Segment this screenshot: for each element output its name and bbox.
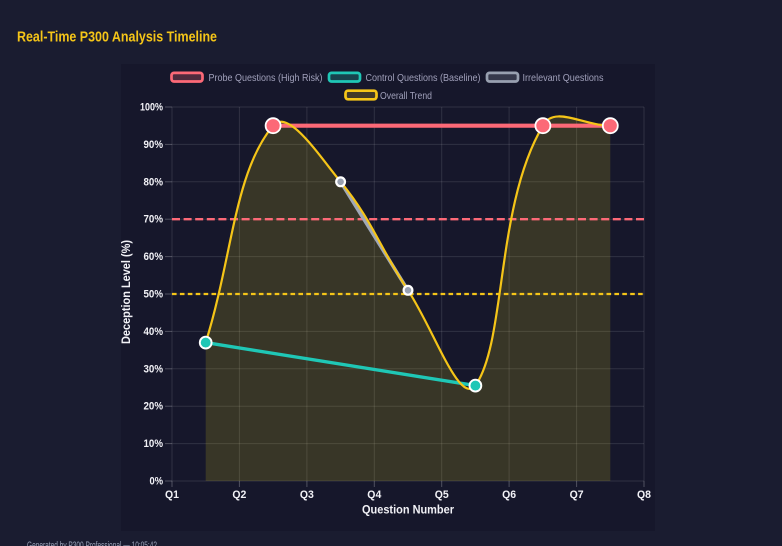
svg-text:30%: 30%: [144, 363, 164, 375]
svg-text:70%: 70%: [144, 214, 164, 226]
svg-text:Q2: Q2: [232, 489, 246, 501]
svg-text:Irrelevant Questions: Irrelevant Questions: [523, 72, 604, 84]
svg-text:Q3: Q3: [300, 489, 314, 501]
svg-text:Control Questions (Baseline): Control Questions (Baseline): [366, 72, 481, 84]
svg-text:Probe Questions (High Risk): Probe Questions (High Risk): [209, 72, 323, 84]
svg-text:Real-Time P300 Analysis Timeli: Real-Time P300 Analysis Timeline: [17, 29, 217, 46]
svg-text:Q6: Q6: [502, 489, 516, 501]
svg-text:Question Number: Question Number: [362, 504, 454, 517]
svg-text:Q8: Q8: [637, 489, 651, 501]
svg-text:90%: 90%: [144, 139, 164, 151]
svg-text:20%: 20%: [144, 401, 164, 413]
svg-text:Q7: Q7: [570, 489, 584, 501]
svg-text:100%: 100%: [140, 102, 163, 114]
svg-text:Generated by P300 Professional: Generated by P300 Professional — 10:05:4…: [27, 540, 157, 546]
svg-text:50%: 50%: [144, 289, 164, 301]
svg-text:0%: 0%: [150, 476, 164, 488]
svg-text:Overall Trend: Overall Trend: [380, 90, 432, 102]
svg-text:Q5: Q5: [435, 489, 449, 501]
svg-text:80%: 80%: [144, 176, 164, 188]
svg-text:Q1: Q1: [165, 489, 179, 501]
svg-text:Deception Level (%): Deception Level (%): [120, 240, 133, 344]
svg-text:Q4: Q4: [367, 489, 382, 501]
svg-text:10%: 10%: [144, 438, 164, 450]
svg-text:60%: 60%: [144, 251, 164, 263]
svg-text:40%: 40%: [144, 326, 164, 338]
